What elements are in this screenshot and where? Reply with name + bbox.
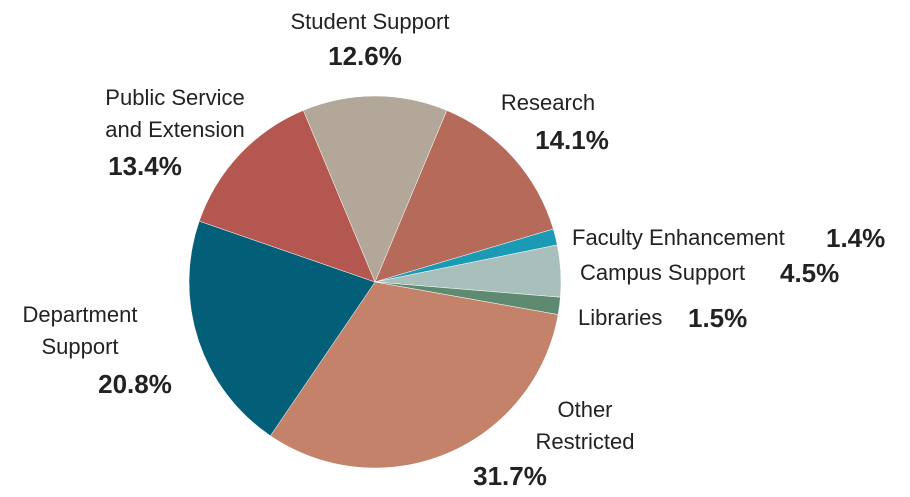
slice-label: Student Support (290, 9, 450, 34)
slice-label: Public Service and Extension (105, 85, 245, 142)
value-label: 4.5% (780, 258, 840, 288)
value-label: 12.6% (328, 41, 402, 71)
pie-slice (188, 220, 376, 437)
slice-label: Faculty Enhancement (572, 225, 785, 250)
value-label: 31.7% (473, 461, 547, 491)
value-label: 1.5% (688, 303, 748, 333)
value-label: 1.4% (826, 223, 886, 253)
slice-label: Research (500, 90, 596, 115)
pie-slice (374, 110, 554, 283)
pie-slice (198, 110, 376, 283)
value-label: 20.8% (98, 369, 172, 399)
slice-label: Libraries (578, 305, 663, 330)
pie-slice (303, 95, 448, 283)
slice-label: Other Restricted (535, 397, 635, 454)
value-label: 13.4% (108, 151, 182, 181)
slice-label: Campus Support (580, 260, 746, 285)
slice-label: Department Support (22, 302, 138, 359)
value-label: 14.1% (535, 125, 609, 155)
pie-slice (270, 281, 559, 469)
